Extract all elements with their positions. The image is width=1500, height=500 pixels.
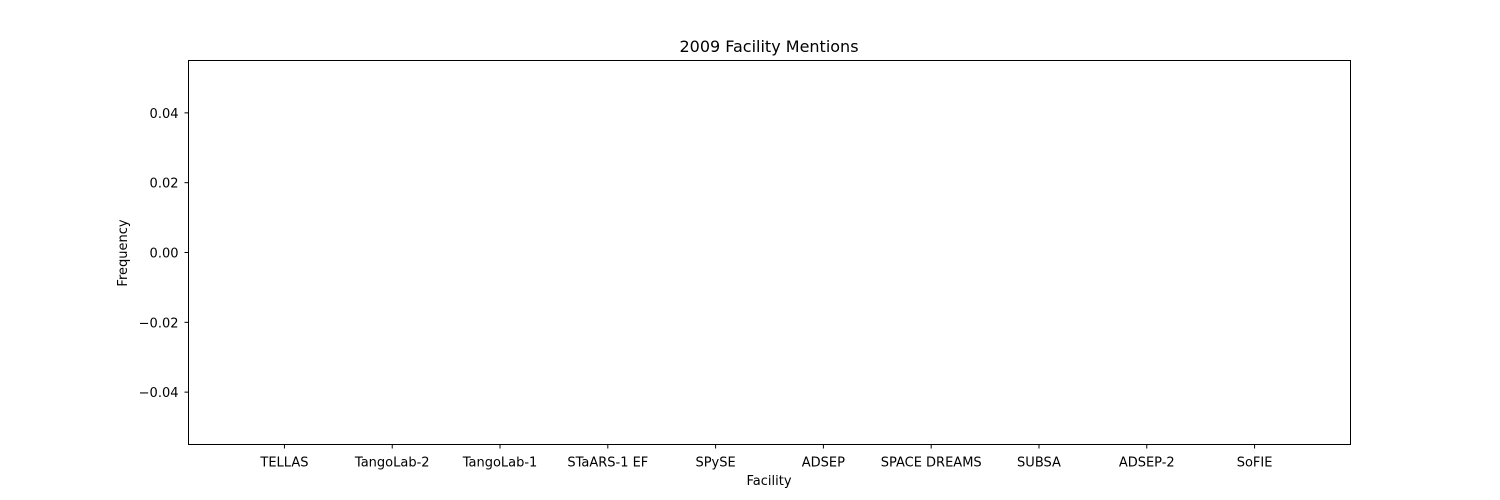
x-tick-label: SUBSA xyxy=(1017,456,1061,471)
y-tick-label: 0.04 xyxy=(150,107,179,122)
chart-title: 2009 Facility Mentions xyxy=(679,37,858,56)
x-axis-label: Facility xyxy=(746,474,791,489)
x-axis: TELLAS TangoLab-2 TangoLab-1 STaARS-1 EF SPy… xyxy=(259,444,1273,471)
y-axis: 0.04 0.02 0.00 −0.02 −0.04 xyxy=(139,107,189,401)
x-tick-label: SPACE DREAMS xyxy=(881,456,982,471)
y-tick-label: 0.02 xyxy=(150,177,179,192)
y-tick-label: −0.04 xyxy=(139,386,179,401)
x-tick-label: SoFIE xyxy=(1237,456,1273,471)
y-tick-label: 0.00 xyxy=(150,247,179,262)
x-tick-label: STaARS-1 EF xyxy=(567,456,648,471)
x-tick-label: TangoLab-2 xyxy=(354,456,430,471)
plot-area xyxy=(188,60,1351,445)
x-tick-label: TangoLab-1 xyxy=(462,456,538,471)
x-tick-label: ADSEP xyxy=(802,456,845,471)
y-tick-label: −0.02 xyxy=(139,316,179,331)
y-axis-label: Frequency xyxy=(116,219,131,286)
x-tick-label: TELLAS xyxy=(259,456,308,471)
x-tick-label: SPySE xyxy=(695,456,735,471)
x-tick-label: ADSEP-2 xyxy=(1119,456,1175,471)
